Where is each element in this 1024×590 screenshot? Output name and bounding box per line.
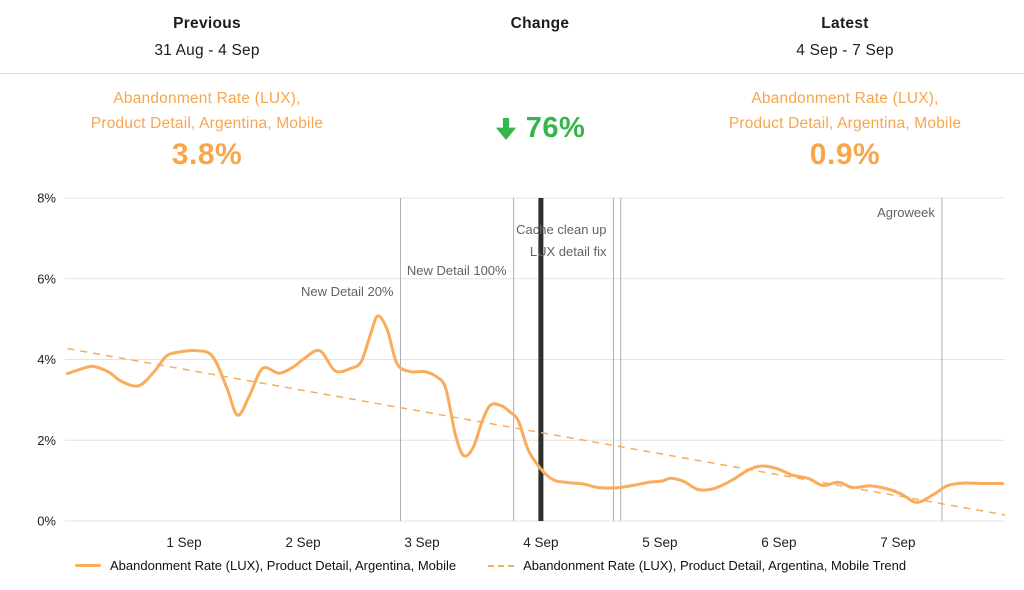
previous-title: Previous: [173, 15, 241, 32]
svg-text:5 Sep: 5 Sep: [642, 535, 677, 550]
svg-text:8%: 8%: [37, 191, 56, 206]
previous-metric: Abandonment Rate (LUX), Product Detail, …: [0, 86, 414, 190]
change-header: Change: [414, 15, 666, 60]
latest-metric-label-line2: Product Detail, Argentina, Mobile: [728, 115, 962, 132]
svg-text:4%: 4%: [37, 352, 56, 367]
latest-range: 4 Sep - 7 Sep: [796, 42, 894, 59]
latest-metric-value: 0.9%: [809, 138, 881, 171]
svg-text:4 Sep: 4 Sep: [523, 535, 558, 550]
svg-text:0%: 0%: [37, 514, 56, 529]
svg-text:6%: 6%: [37, 271, 56, 286]
svg-text:3 Sep: 3 Sep: [404, 535, 439, 550]
svg-text:2 Sep: 2 Sep: [285, 535, 320, 550]
svg-text:New Detail 20%: New Detail 20%: [301, 284, 394, 299]
comparison-header: Previous 31 Aug - 4 Sep Change Latest 4 …: [0, 0, 1024, 74]
latest-metric: Abandonment Rate (LUX), Product Detail, …: [666, 86, 1024, 190]
dashed-line-swatch: [488, 564, 515, 567]
svg-text:New Detail 100%: New Detail 100%: [407, 263, 507, 278]
previous-metric-value: 3.8%: [171, 138, 243, 171]
legend-trend-label: Abandonment Rate (LUX), Product Detail, …: [523, 558, 907, 573]
legend-series-label: Abandonment Rate (LUX), Product Detail, …: [110, 558, 457, 573]
previous-period-header: Previous 31 Aug - 4 Sep: [0, 15, 414, 60]
legend-item-series: Abandonment Rate (LUX), Product Detail, …: [75, 558, 456, 573]
previous-range: 31 Aug - 4 Sep: [154, 42, 260, 59]
svg-text:Cache clean up: Cache clean up: [516, 222, 606, 237]
change-value: 76%: [525, 112, 586, 144]
svg-text:6 Sep: 6 Sep: [761, 535, 796, 550]
legend-item-trend: Abandonment Rate (LUX), Product Detail, …: [488, 558, 906, 573]
chart-section: 0% 2% 4% 6% 8% 1 Sep 2 Sep 3 Sep 4 Sep 5 Sep 6 Sep…: [0, 190, 1024, 555]
latest-period-header: Latest 4 Sep - 7 Sep: [666, 15, 1024, 60]
svg-text:Agroweek: Agroweek: [877, 205, 935, 220]
change-metric: 76%: [414, 86, 666, 190]
svg-text:2%: 2%: [37, 433, 56, 448]
previous-metric-label-line2: Product Detail, Argentina, Mobile: [90, 115, 324, 132]
svg-text:1 Sep: 1 Sep: [166, 535, 201, 550]
chart-legend: Abandonment Rate (LUX), Product Detail, …: [0, 558, 1024, 573]
svg-text:7 Sep: 7 Sep: [880, 535, 915, 550]
metrics-row: Abandonment Rate (LUX), Product Detail, …: [0, 74, 1024, 190]
latest-metric-label-line1: Abandonment Rate (LUX),: [751, 90, 939, 107]
abandonment-chart: 0% 2% 4% 6% 8% 1 Sep 2 Sep 3 Sep 4 Sep 5 Sep 6 Sep…: [37, 191, 1006, 550]
latest-title: Latest: [821, 15, 869, 32]
change-title: Change: [510, 15, 570, 32]
svg-text:LUX detail fix: LUX detail fix: [530, 244, 607, 259]
decrease-arrow-icon: [495, 117, 516, 140]
previous-metric-label-line1: Abandonment Rate (LUX),: [113, 90, 301, 107]
solid-line-swatch: [75, 564, 101, 567]
